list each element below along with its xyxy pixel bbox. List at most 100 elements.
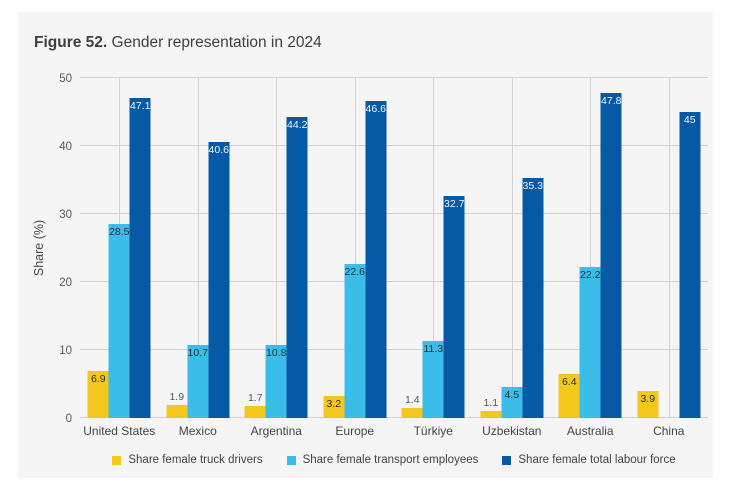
y-tick-label-20: 20 [59, 276, 72, 289]
figure-caption: Gender representation in 2024 [107, 34, 322, 51]
bar-share-female-transport-employees-australia: 22.2 [579, 267, 601, 418]
figure-title: Figure 52. Gender representation in 2024 [34, 34, 322, 52]
gridline-x-europe [354, 78, 356, 418]
legend-item-share-female-total-labour-force: Share female total labour force [502, 454, 676, 466]
gridline-x-t-rkiye [433, 78, 435, 418]
chart-legend: Share female truck drivers Share female t… [80, 454, 708, 466]
bar-share-female-transport-employees-united-states: 28.5 [108, 224, 130, 418]
x-axis-label-argentina: Argentina [250, 424, 302, 438]
bar-share-female-total-labour-force-china: 45 [679, 112, 701, 418]
gridline-x-china [668, 78, 670, 418]
bar-share-female-transport-employees-europe: 22.6 [344, 264, 366, 418]
bars-united-states: 6.9 28.5 47.1 [87, 78, 151, 418]
x-axis-label-china: China [653, 424, 685, 438]
bar-group-t-rkiye: 1.4 11.3 32.7 Türkiye [394, 78, 473, 438]
gridline-x-australia [590, 78, 592, 418]
gridline-y-40 [80, 145, 708, 146]
bar-share-female-transport-employees-t-rkiye: 11.3 [422, 341, 444, 418]
bar-share-female-total-labour-force-europe: 46.6 [365, 101, 387, 418]
gridline-x-uzbekistan [511, 78, 513, 418]
plot-area: 0 10 20 30 40 50 6.9 28.5 47.1 United States 1.9 10… [59, 73, 709, 438]
bar-group-mexico: 1.9 10.7 40.6 Mexico [159, 78, 238, 438]
legend-swatch-icon [112, 455, 122, 465]
x-axis-label-uzbekistan: Uzbekistan [482, 424, 542, 438]
bars-australia: 6.4 22.2 47.8 [558, 78, 622, 418]
gridline-y-30 [80, 213, 708, 214]
bar-value-label: 10.8 [266, 346, 287, 359]
bar-group-argentina: 1.7 10.8 44.2 Argentina [237, 78, 316, 438]
bar-value-label: 28.5 [109, 226, 130, 239]
bar-value-label: 3.2 [326, 398, 342, 411]
bar-value-label: 1.4 [404, 394, 420, 407]
bar-value-label: 10.7 [187, 347, 208, 360]
bar-share-female-truck-drivers-t-rkiye: 1.4 [401, 394, 423, 418]
bar-share-female-total-labour-force-uzbekistan: 35.3 [522, 177, 544, 418]
bar-share-female-truck-drivers-europe: 3.2 [323, 396, 345, 418]
legend-swatch-icon [286, 455, 296, 465]
legend-label: Share female total labour force [518, 454, 676, 466]
bar-share-female-total-labour-force-australia: 47.8 [600, 92, 622, 418]
y-tick-label-10: 10 [59, 344, 72, 357]
bar-value-label: 32.7 [444, 197, 465, 210]
bars-t-rkiye: 1.4 11.3 32.7 [401, 78, 465, 418]
bar-share-female-transport-employees-mexico: 10.7 [187, 345, 209, 418]
bars-china: 3.9 45 [637, 78, 701, 418]
bar-value-label: 6.9 [90, 373, 106, 386]
bar-share-female-truck-drivers-uzbekistan: 1.1 [480, 397, 502, 418]
bar-share-female-truck-drivers-argentina: 1.7 [244, 392, 266, 418]
bar-value-label: 35.3 [522, 179, 543, 192]
legend-swatch-icon [502, 455, 512, 465]
bar-value-label: 22.2 [580, 269, 601, 282]
x-axis-label-mexico: Mexico [178, 424, 217, 438]
y-tick-label-0: 0 [65, 412, 72, 425]
gridline-y-20 [80, 281, 708, 282]
bar-value-label: 47.1 [130, 99, 151, 112]
bars-argentina: 1.7 10.8 44.2 [244, 78, 308, 418]
bar-share-female-total-labour-force-t-rkiye: 32.7 [443, 195, 465, 418]
bar-group-united-states: 6.9 28.5 47.1 United States [80, 78, 159, 438]
legend-label: Share female truck drivers [128, 454, 263, 466]
y-tick-label-40: 40 [59, 140, 72, 153]
bar-share-female-total-labour-force-mexico: 40.6 [208, 141, 230, 418]
x-axis-label-united-states: United States [83, 424, 156, 438]
legend-item-share-female-transport-employees: Share female transport employees [286, 454, 479, 466]
bar-share-female-truck-drivers-mexico: 1.9 [166, 391, 188, 418]
gridline-x-argentina [276, 78, 278, 418]
bar-value-label: 1.9 [169, 391, 185, 404]
bar-value-label: 44.2 [287, 119, 308, 132]
bar-groups: 6.9 28.5 47.1 United States 1.9 10.7 40.6 Mexic… [80, 78, 709, 438]
x-axis-label-t-rkiye: Türkiye [413, 424, 453, 438]
bars-uzbekistan: 1.1 4.5 35.3 [480, 78, 544, 418]
gridline-y-0 [80, 417, 708, 418]
legend-item-share-female-truck-drivers: Share female truck drivers [112, 454, 263, 466]
bar-share-female-truck-drivers-australia: 6.4 [558, 374, 580, 418]
gridline-y-50 [80, 77, 708, 78]
bar-value-label: 47.8 [601, 94, 622, 107]
bar-value-label: 45 [683, 114, 696, 126]
y-tick-label-30: 30 [59, 208, 72, 221]
y-axis-title: Share (%) [32, 219, 46, 277]
bar-value-label: 40.6 [208, 143, 229, 156]
gridline-x-mexico [197, 78, 199, 418]
bar-group-china: 3.9 45 China [630, 78, 709, 438]
bar-share-female-transport-employees-uzbekistan: 4.5 [501, 387, 523, 418]
x-axis-label-australia: Australia [566, 424, 614, 438]
bar-share-female-transport-employees-argentina: 10.8 [265, 344, 287, 418]
bar-share-female-total-labour-force-argentina: 44.2 [286, 117, 308, 418]
x-axis-label-europe: Europe [335, 424, 375, 438]
bar-group-uzbekistan: 1.1 4.5 35.3 Uzbekistan [473, 78, 552, 438]
gridline-y-10 [80, 349, 708, 350]
bar-share-female-truck-drivers-united-states: 6.9 [87, 371, 109, 418]
bar-group-australia: 6.4 22.2 47.8 Australia [551, 78, 630, 438]
bar-value-label: 11.3 [423, 343, 444, 356]
bar-value-label: 1.7 [247, 392, 263, 405]
bar-value-label: 4.5 [504, 389, 520, 402]
bar-share-female-total-labour-force-united-states: 47.1 [129, 97, 151, 418]
bars-europe: 3.2 22.6 46.6 [323, 78, 387, 418]
figure-number: Figure 52. [34, 34, 108, 51]
bar-group-europe: 3.2 22.6 46.6 Europe [316, 78, 395, 438]
bar-value-label: 46.6 [365, 103, 386, 116]
bars-mexico: 1.9 10.7 40.6 [166, 78, 230, 418]
legend-label: Share female transport employees [302, 454, 479, 466]
bar-value-label: 6.4 [561, 376, 577, 389]
